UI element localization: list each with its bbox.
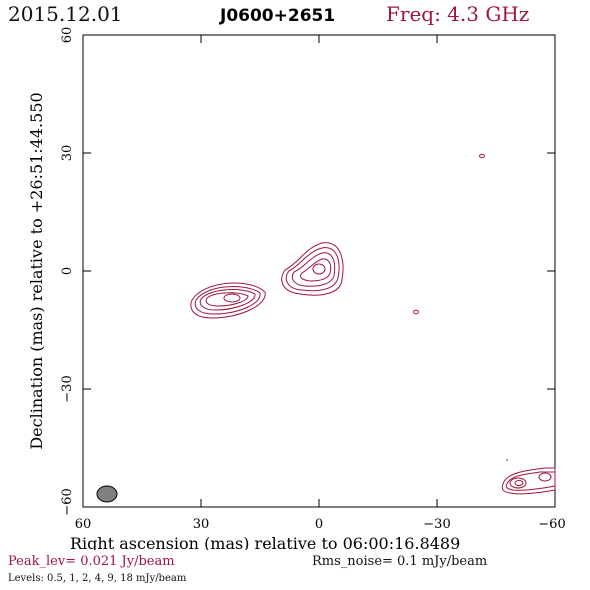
y-tick-label: −60 (60, 488, 75, 515)
contour-map: 60 30 0 −30 −60 60 30 0 −30 −60 Right as… (27, 27, 566, 550)
contour-level (299, 258, 332, 282)
x-tick-label: 30 (193, 517, 210, 532)
contour-level (312, 263, 326, 275)
contour-level (514, 480, 524, 486)
x-tick-label: 60 (75, 517, 92, 532)
contour-level (538, 472, 552, 482)
peak-level: Peak_lev= 0.021 Jy/beam (8, 554, 175, 569)
plot-frame (82, 34, 556, 508)
x-ticks (82, 35, 556, 507)
x-axis-title: Right ascension (mas) relative to 06:00:… (70, 534, 460, 550)
x-tick-label: 0 (315, 517, 323, 532)
contour-level (199, 289, 256, 311)
contour-level (223, 293, 241, 303)
y-tick-label: −30 (60, 375, 75, 402)
contour-set (190, 153, 556, 495)
y-ticks (83, 34, 555, 508)
component-southeast (501, 467, 556, 495)
contour-levels: Levels: 0.5, 1, 2, 4, 9, 18 mJy/beam (8, 573, 187, 584)
component-core (281, 242, 344, 296)
contour-level (285, 247, 340, 292)
contour-blob (479, 153, 485, 159)
contour-level (291, 252, 336, 287)
frequency-label: Freq: 4.3 GHz (386, 2, 530, 26)
rms-noise: Rms_noise= 0.1 mJy/beam (312, 554, 488, 569)
contour-blob (413, 309, 419, 315)
source-name: J0600+2651 (220, 6, 336, 26)
y-axis-title: Declination (mas) relative to +26:51:44.… (27, 92, 46, 449)
y-tick-label: 0 (60, 267, 75, 275)
contour-level (501, 467, 556, 495)
contour-level (190, 282, 266, 319)
contour-level (505, 471, 556, 491)
contour-level (281, 242, 344, 296)
y-tick-label: 30 (60, 145, 75, 162)
beam-ellipse (96, 485, 118, 503)
epoch-date: 2015.12.01 (8, 2, 123, 26)
component-west (190, 282, 266, 319)
x-tick-label: −30 (423, 517, 450, 532)
contour-level (194, 286, 261, 315)
x-tick-label: −60 (538, 517, 565, 532)
contour-level (509, 477, 527, 489)
y-tick-label: 60 (60, 27, 75, 44)
contour-level (205, 292, 249, 307)
